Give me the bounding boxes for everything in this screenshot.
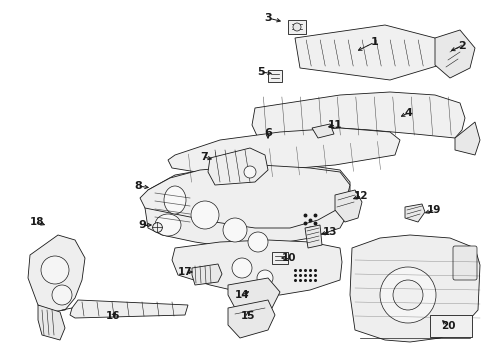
Text: 15: 15 (241, 311, 255, 321)
Polygon shape (455, 122, 480, 155)
Text: 3: 3 (264, 13, 272, 23)
Polygon shape (405, 204, 425, 222)
Text: 2: 2 (458, 41, 466, 51)
Text: 14: 14 (235, 290, 249, 300)
FancyBboxPatch shape (272, 252, 288, 264)
Circle shape (223, 218, 247, 242)
Text: 16: 16 (106, 311, 120, 321)
Text: 11: 11 (328, 120, 342, 130)
Polygon shape (168, 128, 400, 175)
Text: 19: 19 (427, 205, 441, 215)
Text: 12: 12 (354, 191, 368, 201)
Circle shape (380, 267, 436, 323)
Text: 1: 1 (371, 37, 379, 47)
Text: 8: 8 (134, 181, 142, 191)
Polygon shape (335, 190, 362, 222)
Circle shape (248, 232, 268, 252)
Text: 20: 20 (441, 321, 455, 331)
Polygon shape (288, 20, 306, 34)
Circle shape (232, 258, 252, 278)
FancyBboxPatch shape (268, 70, 282, 82)
FancyBboxPatch shape (430, 315, 472, 337)
Text: 18: 18 (30, 217, 44, 227)
Circle shape (41, 256, 69, 284)
Polygon shape (295, 25, 445, 80)
Ellipse shape (155, 214, 181, 236)
FancyBboxPatch shape (453, 246, 477, 280)
Circle shape (393, 280, 423, 310)
Polygon shape (140, 165, 350, 228)
Polygon shape (145, 163, 350, 248)
Polygon shape (172, 240, 342, 295)
Text: 13: 13 (323, 227, 337, 237)
Ellipse shape (164, 186, 186, 214)
Text: 4: 4 (404, 108, 412, 118)
Polygon shape (228, 300, 275, 338)
Text: 6: 6 (264, 128, 272, 138)
Polygon shape (312, 124, 334, 138)
Circle shape (52, 285, 72, 305)
Polygon shape (435, 30, 475, 78)
Text: 5: 5 (257, 67, 265, 77)
Text: 10: 10 (282, 253, 296, 263)
Polygon shape (305, 225, 322, 248)
Polygon shape (192, 264, 222, 285)
Circle shape (244, 166, 256, 178)
Circle shape (191, 201, 219, 229)
Polygon shape (208, 148, 268, 185)
Text: 17: 17 (178, 267, 192, 277)
Polygon shape (350, 235, 480, 342)
Circle shape (293, 23, 301, 31)
Polygon shape (38, 305, 65, 340)
Polygon shape (70, 300, 188, 318)
Circle shape (257, 270, 273, 286)
Text: 7: 7 (200, 152, 208, 162)
Polygon shape (228, 278, 280, 315)
Polygon shape (28, 235, 85, 312)
Polygon shape (252, 92, 465, 138)
Text: 9: 9 (138, 220, 146, 230)
